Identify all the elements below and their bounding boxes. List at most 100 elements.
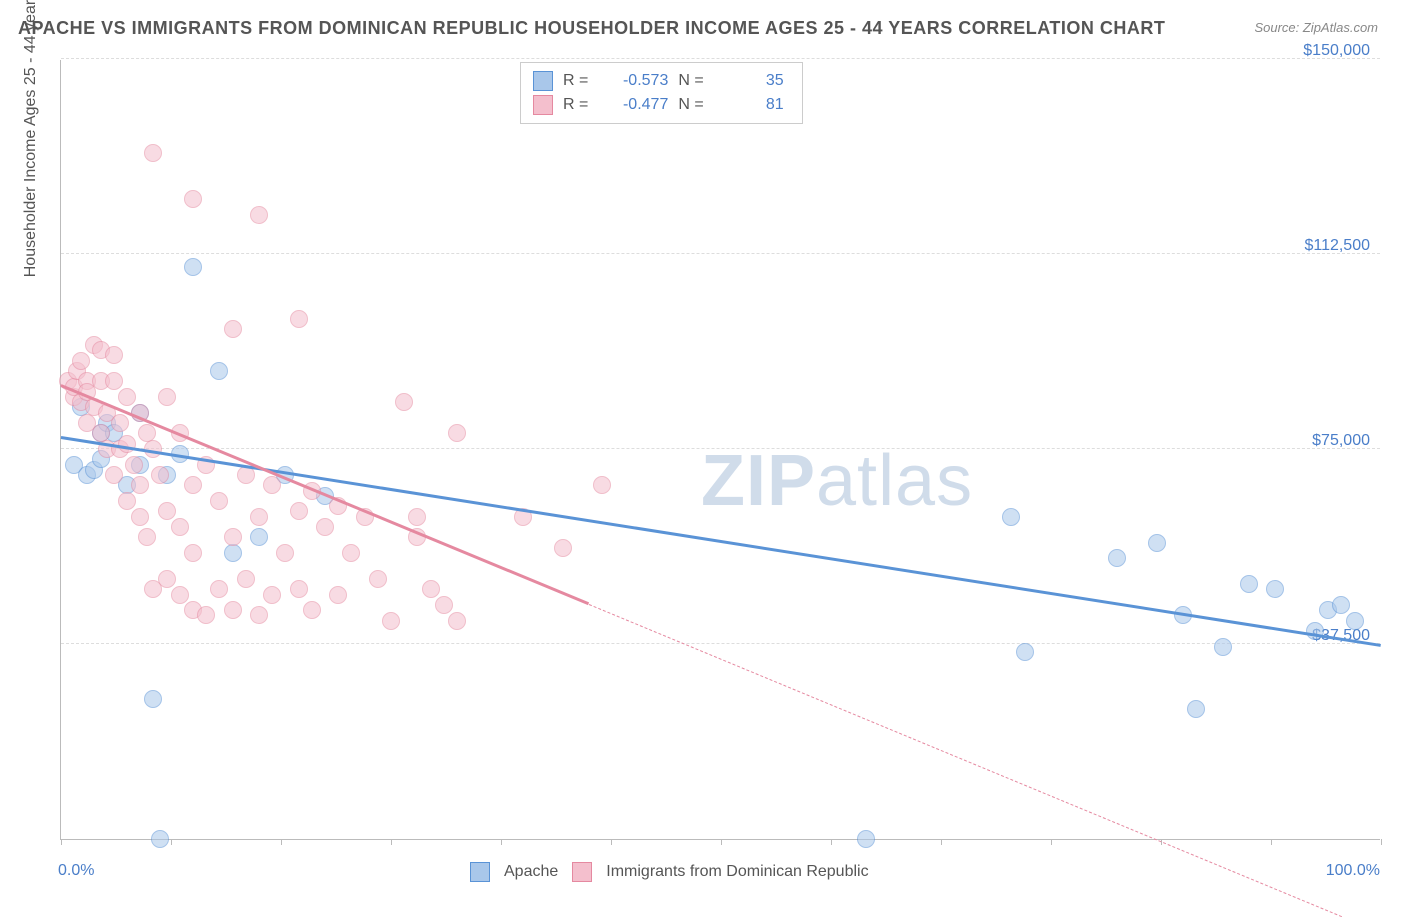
- scatter-point: [171, 518, 189, 536]
- scatter-point: [1187, 700, 1205, 718]
- scatter-point: [151, 466, 169, 484]
- legend-stats-row-dominican: R = -0.477 N = 81: [533, 93, 784, 117]
- scatter-point: [125, 456, 143, 474]
- scatter-point: [1016, 643, 1034, 661]
- correlation-chart: APACHE VS IMMIGRANTS FROM DOMINICAN REPU…: [0, 0, 1406, 892]
- watermark-zip: ZIP: [701, 441, 816, 521]
- scatter-point: [158, 502, 176, 520]
- scatter-point: [1332, 596, 1350, 614]
- scatter-point: [224, 528, 242, 546]
- gridline: [61, 643, 1380, 644]
- scatter-point: [303, 601, 321, 619]
- gridline: [61, 448, 1380, 449]
- scatter-point: [1346, 612, 1364, 630]
- scatter-point: [448, 612, 466, 630]
- scatter-point: [1306, 622, 1324, 640]
- x-tick: [1381, 839, 1382, 845]
- trend-line: [61, 384, 590, 605]
- scatter-point: [210, 492, 228, 510]
- x-tick: [281, 839, 282, 845]
- legend-stats-row-apache: R = -0.573 N = 35: [533, 69, 784, 93]
- scatter-point: [1214, 638, 1232, 656]
- scatter-point: [224, 320, 242, 338]
- x-tick: [831, 839, 832, 845]
- scatter-point: [210, 580, 228, 598]
- stat-r-apache: -0.573: [598, 72, 668, 90]
- swatch-apache-bottom: [470, 862, 490, 882]
- stat-r-label: R =: [563, 96, 588, 114]
- gridline: [61, 253, 1380, 254]
- scatter-point: [329, 586, 347, 604]
- swatch-dominican: [533, 95, 553, 115]
- scatter-point: [237, 570, 255, 588]
- scatter-point: [435, 596, 453, 614]
- scatter-point: [158, 570, 176, 588]
- x-tick: [391, 839, 392, 845]
- x-axis-min-label: 0.0%: [58, 862, 94, 880]
- scatter-point: [554, 539, 572, 557]
- scatter-point: [448, 424, 466, 442]
- scatter-point: [105, 372, 123, 390]
- scatter-point: [369, 570, 387, 588]
- watermark: ZIPatlas: [701, 440, 973, 522]
- stat-r-label: R =: [563, 72, 588, 90]
- x-tick: [721, 839, 722, 845]
- stat-n-label: N =: [678, 96, 703, 114]
- x-tick: [501, 839, 502, 845]
- legend-label-dominican: Immigrants from Dominican Republic: [606, 863, 868, 881]
- gridline: [61, 58, 1380, 59]
- scatter-point: [138, 528, 156, 546]
- scatter-point: [224, 544, 242, 562]
- x-tick: [611, 839, 612, 845]
- scatter-point: [290, 310, 308, 328]
- scatter-point: [118, 435, 136, 453]
- scatter-point: [342, 544, 360, 562]
- swatch-dominican-bottom: [572, 862, 592, 882]
- scatter-point: [290, 580, 308, 598]
- legend-stats-box: R = -0.573 N = 35 R = -0.477 N = 81: [520, 62, 803, 124]
- scatter-point: [382, 612, 400, 630]
- stat-n-apache: 35: [714, 72, 784, 90]
- scatter-point: [105, 346, 123, 364]
- scatter-point: [276, 544, 294, 562]
- scatter-point: [1240, 575, 1258, 593]
- scatter-point: [151, 830, 169, 848]
- scatter-point: [184, 476, 202, 494]
- scatter-point: [184, 544, 202, 562]
- scatter-point: [250, 606, 268, 624]
- swatch-apache: [533, 71, 553, 91]
- scatter-point: [197, 606, 215, 624]
- y-tick-label: $75,000: [1312, 432, 1370, 450]
- scatter-point: [250, 528, 268, 546]
- scatter-point: [1266, 580, 1284, 598]
- chart-title: APACHE VS IMMIGRANTS FROM DOMINICAN REPU…: [18, 18, 1165, 39]
- scatter-point: [118, 492, 136, 510]
- scatter-point: [105, 466, 123, 484]
- scatter-point: [1108, 549, 1126, 567]
- x-axis-max-label: 100.0%: [1326, 862, 1380, 880]
- scatter-point: [290, 502, 308, 520]
- scatter-point: [593, 476, 611, 494]
- scatter-point: [250, 508, 268, 526]
- scatter-point: [263, 586, 281, 604]
- legend-bottom: Apache Immigrants from Dominican Republi…: [470, 862, 869, 882]
- scatter-point: [184, 258, 202, 276]
- scatter-point: [131, 476, 149, 494]
- y-tick-label: $112,500: [1304, 237, 1370, 255]
- x-tick: [1051, 839, 1052, 845]
- stat-n-dominican: 81: [714, 96, 784, 114]
- scatter-point: [111, 414, 129, 432]
- scatter-point: [158, 388, 176, 406]
- scatter-point: [144, 690, 162, 708]
- scatter-point: [857, 830, 875, 848]
- scatter-point: [250, 206, 268, 224]
- y-axis-title: Householder Income Ages 25 - 44 years: [22, 0, 40, 277]
- scatter-point: [144, 144, 162, 162]
- scatter-point: [72, 352, 90, 370]
- x-tick: [941, 839, 942, 845]
- scatter-point: [184, 190, 202, 208]
- scatter-point: [1002, 508, 1020, 526]
- scatter-point: [263, 476, 281, 494]
- x-tick: [171, 839, 172, 845]
- watermark-atlas: atlas: [816, 441, 973, 521]
